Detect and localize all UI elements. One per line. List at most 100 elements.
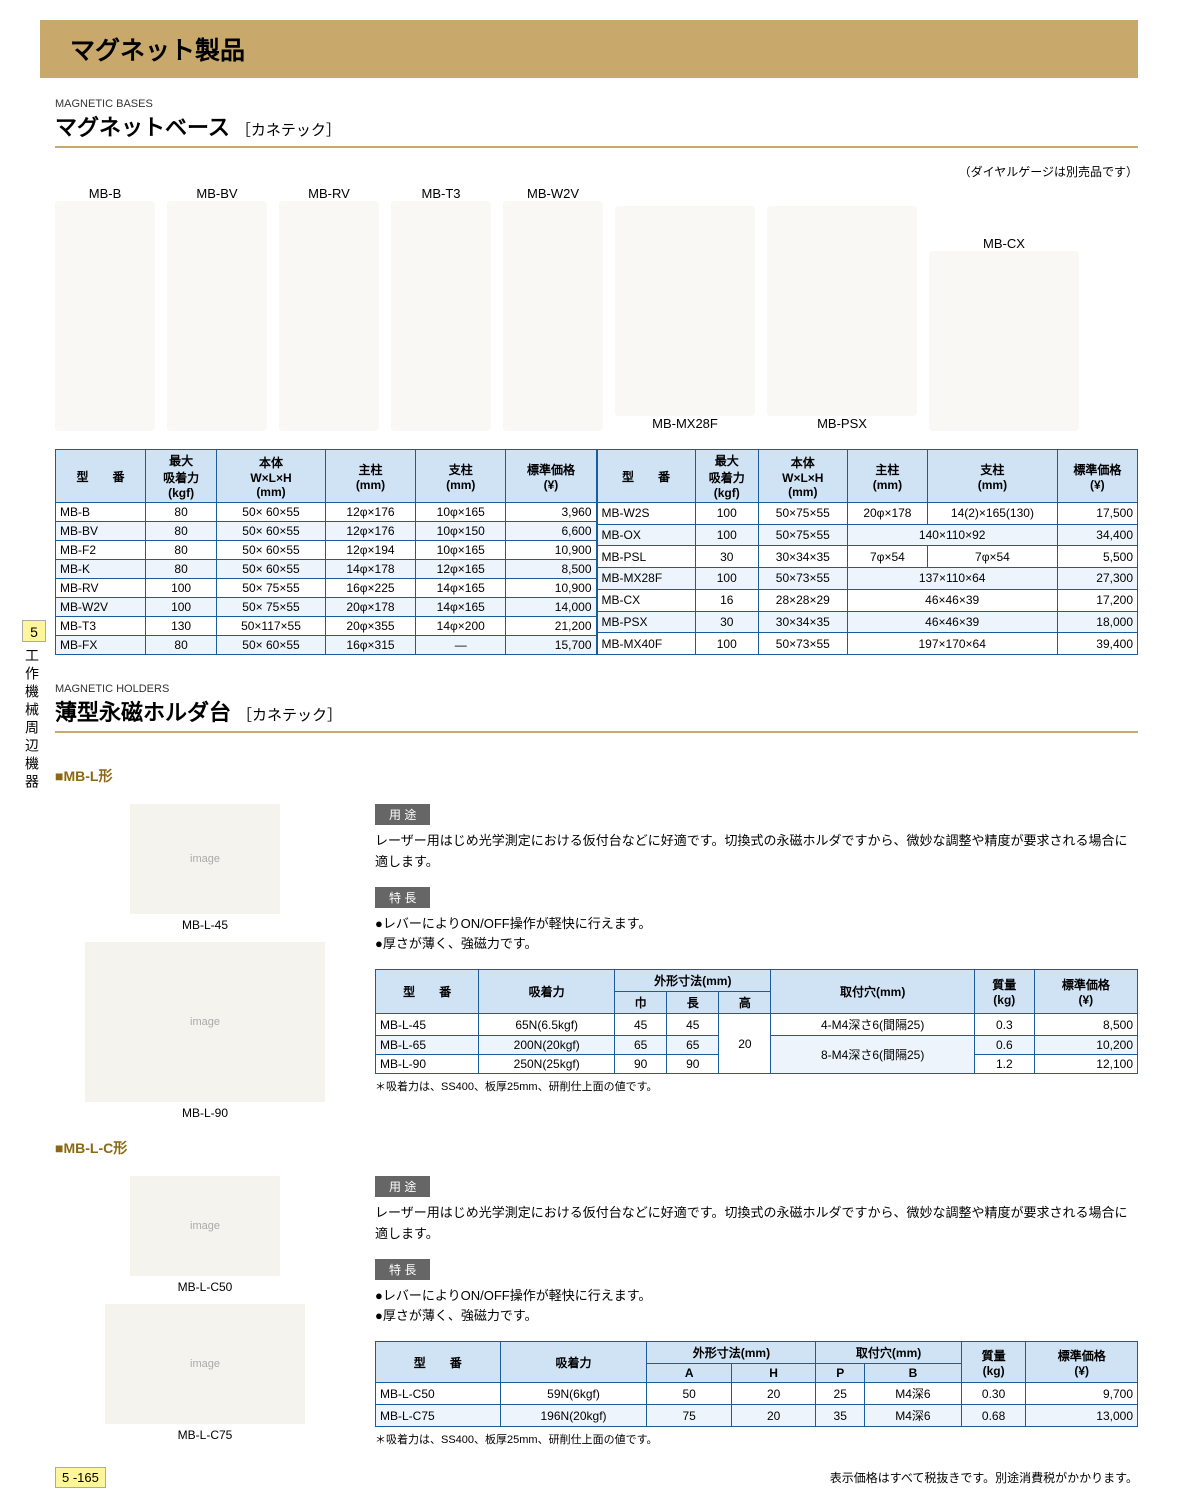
img-label: MB-L-45 xyxy=(55,918,355,932)
cell: MB-L-C50 xyxy=(376,1383,501,1405)
cell: 16φ×225 xyxy=(325,579,415,598)
th: 支柱 (mm) xyxy=(928,450,1058,503)
cell: 0.6 xyxy=(974,1036,1034,1055)
cell: 1.2 xyxy=(974,1055,1034,1074)
use-badge: 用 途 xyxy=(375,804,430,825)
section2-title: 薄型永磁ホルダ台［カネテック］ xyxy=(55,695,1138,733)
th: 巾 xyxy=(615,992,667,1014)
cell: 50×73×55 xyxy=(758,633,847,655)
cell: 20 xyxy=(731,1405,815,1427)
cell: 8-M4深さ6(間隔25) xyxy=(771,1036,974,1074)
section-magnetic-bases: MAGNETIC BASES マグネットベース［カネテック］ （ダイヤルゲージは… xyxy=(55,98,1138,655)
cell: MB-L-65 xyxy=(376,1036,479,1055)
cell: 50 xyxy=(647,1383,731,1405)
cell: 100 xyxy=(695,503,758,525)
cell: 9,700 xyxy=(1026,1383,1138,1405)
side-tab-num: 5 xyxy=(22,620,46,642)
th: B xyxy=(865,1364,962,1383)
cell: 46×46×39 xyxy=(847,589,1057,611)
cell: 14φ×165 xyxy=(416,579,506,598)
cell: 100 xyxy=(146,598,217,617)
cell: 50× 60×55 xyxy=(217,541,326,560)
feat-list: レバーによりON/OFF操作が軽快に行えます。 厚さが薄く、強磁力です。 xyxy=(375,1286,1138,1328)
cell: 10φ×165 xyxy=(416,503,506,522)
cell: MB-F2 xyxy=(56,541,146,560)
th: 高 xyxy=(719,992,771,1014)
cell: 8,500 xyxy=(1034,1014,1137,1036)
page-header-bar: マグネット製品 xyxy=(40,20,1138,78)
th: 長 xyxy=(667,992,719,1014)
cell: 21,200 xyxy=(506,617,596,636)
cell: M4深6 xyxy=(865,1383,962,1405)
cell: 28×28×29 xyxy=(758,589,847,611)
cell: 80 xyxy=(146,560,217,579)
cell: 140×110×92 xyxy=(847,524,1057,546)
cell: 0.3 xyxy=(974,1014,1034,1036)
use-badge: 用 途 xyxy=(375,1176,430,1197)
cell: 50× 60×55 xyxy=(217,503,326,522)
spec-table-1: 型 番 最大 吸着力 (kgf) 本体 W×L×H (mm) 主柱 (mm) 支… xyxy=(55,449,1138,655)
th: 型 番 xyxy=(597,450,695,503)
product-label: MB-PSX xyxy=(767,416,917,431)
feat-item: レバーによりON/OFF操作が軽快に行えます。 xyxy=(375,914,1138,935)
use-text: レーザー用はじめ光学測定における仮付台などに好適です。切換式の永磁ホルダですから… xyxy=(375,1203,1138,1245)
th: 取付穴(mm) xyxy=(816,1342,961,1364)
section1-sub: ［カネテック］ xyxy=(236,122,341,139)
mblc-table: 型 番 吸着力 外形寸法(mm) 取付穴(mm) 質量 (kg) 標準価格 (¥… xyxy=(375,1341,1138,1427)
cell: 12φ×176 xyxy=(325,503,415,522)
product-label: MB-BV xyxy=(167,186,267,201)
side-tab-text: 工作機械周辺機器 xyxy=(22,648,42,792)
cell: 90 xyxy=(615,1055,667,1074)
cell: 10,900 xyxy=(506,579,596,598)
product-label: MB-T3 xyxy=(391,186,491,201)
cell: 17,500 xyxy=(1057,503,1137,525)
th: 最大 吸着力 (kgf) xyxy=(146,450,217,503)
th: 主柱 (mm) xyxy=(325,450,415,503)
mblc-note: ＊吸着力は、SS400、板厚25mm、研削仕上面の値です。 xyxy=(375,1431,1138,1447)
cell: 12φ×194 xyxy=(325,541,415,560)
cell: 14φ×200 xyxy=(416,617,506,636)
cell: 10,200 xyxy=(1034,1036,1137,1055)
th: 支柱 (mm) xyxy=(416,450,506,503)
section1-title: マグネットベース［カネテック］ xyxy=(55,110,1138,148)
img-label: MB-L-90 xyxy=(55,1106,355,1120)
th: 吸着力 xyxy=(479,970,615,1014)
side-tab: 5 工作機械周辺機器 xyxy=(22,620,182,792)
section2-en: MAGNETIC HOLDERS xyxy=(55,683,1138,695)
page-number: 5 -165 xyxy=(55,1467,106,1488)
cell: 75 xyxy=(647,1405,731,1427)
cell: 16φ×315 xyxy=(325,636,415,655)
mbl-images: image MB-L-45 image MB-L-90 xyxy=(55,804,355,1120)
cell: 39,400 xyxy=(1057,633,1137,655)
page-header-title: マグネット製品 xyxy=(70,31,245,67)
cell: MB-W2S xyxy=(597,503,695,525)
th: 吸着力 xyxy=(500,1342,647,1383)
cell: 197×170×64 xyxy=(847,633,1057,655)
feat-item: 厚さが薄く、強磁力です。 xyxy=(375,934,1138,955)
cell: 20 xyxy=(719,1014,771,1074)
th: 標準価格 (¥) xyxy=(1034,970,1137,1014)
cell: 7φ×54 xyxy=(847,546,927,568)
cell: 14φ×178 xyxy=(325,560,415,579)
cell: ― xyxy=(416,636,506,655)
cell: 30 xyxy=(695,546,758,568)
cell: 50×75×55 xyxy=(758,503,847,525)
cell: 50× 60×55 xyxy=(217,522,326,541)
cell: 3,960 xyxy=(506,503,596,522)
th: 本体 W×L×H (mm) xyxy=(758,450,847,503)
mbl-table: 型 番 吸着力 外形寸法(mm) 取付穴(mm) 質量 (kg) 標準価格 (¥… xyxy=(375,969,1138,1074)
cell: 15,700 xyxy=(506,636,596,655)
cell: 30 xyxy=(695,611,758,633)
mbl-note: ＊吸着力は、SS400、板厚25mm、研削仕上面の値です。 xyxy=(375,1078,1138,1094)
section2-sub: ［カネテック］ xyxy=(237,707,342,724)
th: A xyxy=(647,1364,731,1383)
cell: 100 xyxy=(695,524,758,546)
page-footer: 5 -165 表示価格はすべて税抜きです。別途消費税がかかります。 xyxy=(55,1467,1138,1488)
cell: 25 xyxy=(816,1383,865,1405)
cell: 50× 75×55 xyxy=(217,598,326,617)
mblc-heading: ■MB-L-C形 xyxy=(55,1138,127,1158)
cell: 12,100 xyxy=(1034,1055,1137,1074)
th: 型 番 xyxy=(56,450,146,503)
cell: 65 xyxy=(667,1036,719,1055)
cell: MB-L-C75 xyxy=(376,1405,501,1427)
